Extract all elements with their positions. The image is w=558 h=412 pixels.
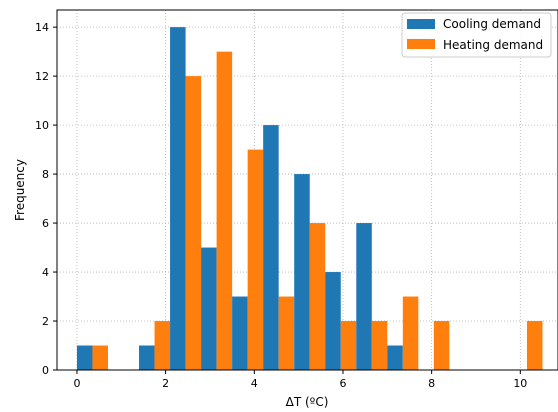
bars — [76, 27, 543, 371]
y-tick-label: 14 — [35, 21, 49, 34]
x-tick-label: 10 — [513, 377, 527, 390]
y-tick-label: 10 — [35, 119, 49, 132]
bar-heating-demand — [247, 149, 264, 370]
x-tick-label: 2 — [162, 377, 169, 390]
bar-heating-demand — [92, 345, 108, 370]
y-tick-label: 2 — [42, 315, 49, 328]
x-tick-label: 8 — [428, 377, 435, 390]
legend-label-cooling: Cooling demand — [443, 17, 541, 31]
y-tick-label: 0 — [42, 364, 49, 377]
legend-swatch-heating — [407, 39, 435, 49]
x-tick-label: 6 — [339, 377, 346, 390]
y-tick-label: 6 — [42, 217, 49, 230]
bar-heating-demand — [154, 321, 171, 370]
bar-heating-demand — [402, 296, 419, 370]
bar-heating-demand — [526, 321, 543, 370]
bar-cooling-demand — [201, 247, 217, 370]
bar-heating-demand — [309, 223, 326, 370]
bar-cooling-demand — [294, 174, 310, 370]
bar-heating-demand — [433, 321, 450, 370]
bar-heating-demand — [216, 51, 233, 370]
y-tick-label: 4 — [42, 266, 49, 279]
bar-cooling-demand — [232, 296, 248, 370]
bar-heating-demand — [371, 321, 388, 370]
legend-frame — [401, 12, 552, 58]
bar-heating-demand — [278, 296, 295, 370]
bar-heating-demand — [340, 321, 357, 370]
bar-cooling-demand — [356, 223, 372, 370]
y-tick-label: 12 — [35, 70, 49, 83]
x-tick-label: 4 — [251, 377, 258, 390]
bar-cooling-demand — [76, 345, 93, 370]
bar-cooling-demand — [139, 345, 155, 370]
y-axis-label: Frequency — [13, 159, 27, 221]
x-tick-label: 0 — [73, 377, 80, 390]
bar-cooling-demand — [263, 125, 279, 370]
y-tick-label: 8 — [42, 168, 49, 181]
bar-cooling-demand — [170, 27, 186, 371]
legend: Cooling demand Heating demand — [401, 12, 552, 58]
legend-swatch-cooling — [407, 19, 435, 29]
x-axis-label: ΔT (ºC) — [286, 395, 329, 409]
bar-heating-demand — [185, 76, 202, 371]
plot-frame — [56, 9, 558, 371]
legend-label-heating: Heating demand — [443, 38, 543, 52]
axis-ticks: 0 2 4 6 8 10 0 2 4 6 8 10 12 14 — [35, 21, 527, 390]
bar-cooling-demand — [325, 272, 341, 370]
bar-cooling-demand — [387, 345, 403, 370]
